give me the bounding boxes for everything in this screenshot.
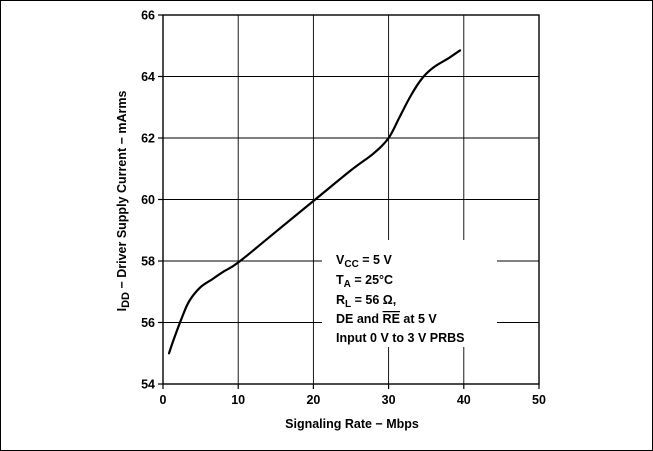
x-tick-labels: 0 10 20 30 40 50 (160, 393, 546, 407)
y-tick-label: 62 (141, 132, 155, 146)
y-tick-label: 60 (141, 193, 155, 207)
tick-marks (158, 14, 540, 389)
y-tick-labels: 54 56 58 60 62 64 66 (141, 9, 155, 392)
x-tick-label: 20 (306, 393, 320, 407)
y-tick-label: 58 (141, 255, 155, 269)
y-axis-label: IDD − Driver Supply Current − mArms (115, 91, 132, 312)
y-tick-label: 66 (141, 9, 155, 23)
y-tick-label: 56 (141, 316, 155, 330)
y-tick-label: 64 (141, 70, 155, 84)
condition-rl: RL = 56 Ω, (336, 293, 396, 310)
conditions-background (322, 240, 497, 347)
condition-vcc: VCC = 5 V (336, 253, 392, 270)
y-tick-label: 54 (141, 378, 155, 392)
condition-ta: TA = 25°C (336, 273, 393, 290)
test-conditions: VCC = 5 V TA = 25°C RL = 56 Ω, DE and RE… (336, 253, 465, 345)
x-tick-label: 40 (457, 393, 471, 407)
x-tick-label: 10 (231, 393, 245, 407)
condition-input: Input 0 V to 3 V PRBS (336, 331, 465, 345)
condition-de: DE and RE at 5 V (336, 312, 437, 326)
x-tick-label: 50 (532, 393, 546, 407)
x-tick-label: 0 (160, 393, 167, 407)
series-line (167, 49, 462, 355)
x-axis-label: Signaling Rate − Mbps (285, 417, 419, 431)
x-tick-label: 30 (382, 393, 396, 407)
